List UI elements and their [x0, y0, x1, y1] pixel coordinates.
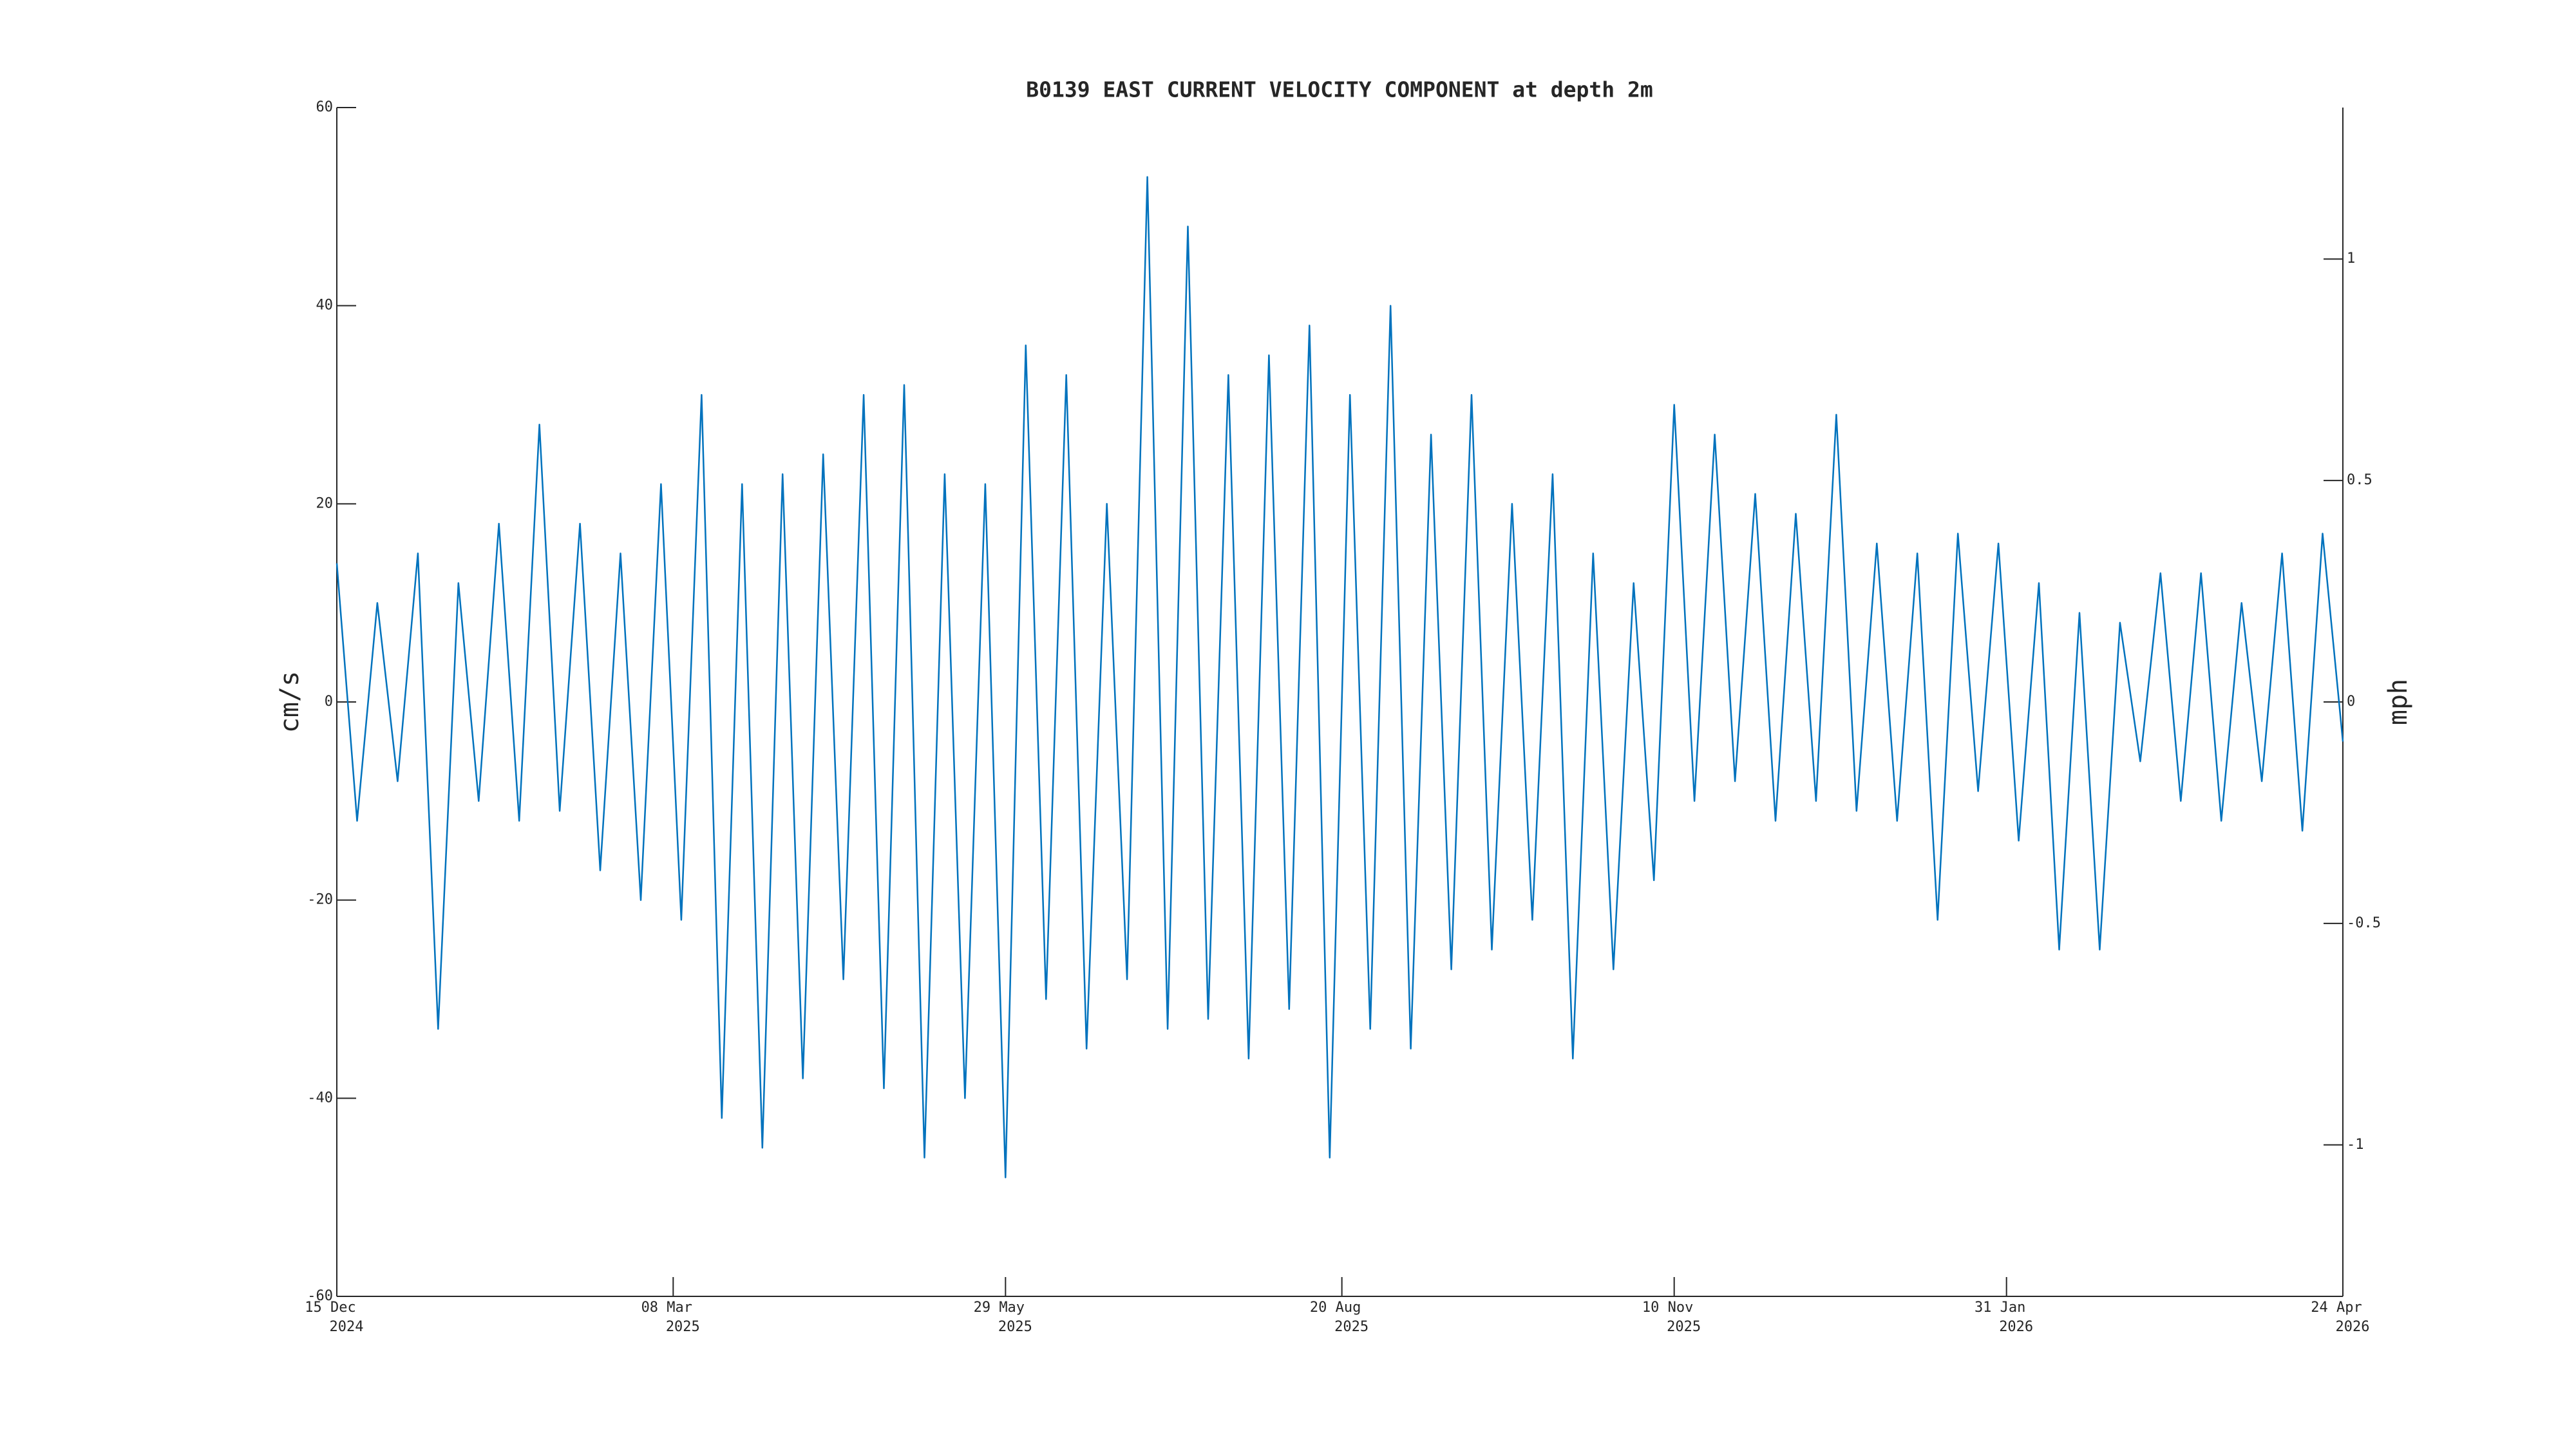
- y-axis-label: cm/s: [275, 671, 305, 733]
- x-tick-label: 31 Jan: [1975, 1300, 2025, 1316]
- y2-tick-label: -1: [2347, 1137, 2364, 1153]
- y-tick-label: 40: [316, 298, 334, 314]
- y2-axis-label: mph: [2383, 679, 2413, 725]
- y2-tick-label: 0.5: [2347, 472, 2372, 488]
- x-tick-label: 2026: [2336, 1319, 2370, 1335]
- x-tick-label: 24 Apr: [2311, 1300, 2362, 1316]
- x-tick-label: 2025: [998, 1319, 1032, 1335]
- x-tick-label: 2025: [1334, 1319, 1368, 1335]
- x-tick-label: 29 May: [974, 1300, 1025, 1316]
- chart-title: B0139 EAST CURRENT VELOCITY COMPONENT at…: [1026, 77, 1653, 102]
- y-tick-label: -40: [307, 1090, 333, 1106]
- x-tick-label: 2025: [666, 1319, 700, 1335]
- x-tick-label: 2026: [1999, 1319, 2033, 1335]
- y2-tick-label: -0.5: [2347, 915, 2381, 931]
- y-tick-label: -20: [307, 892, 333, 908]
- y2-tick-label: 0: [2347, 694, 2355, 710]
- x-tick-label: 15 Dec: [305, 1300, 355, 1316]
- x-tick-label: 10 Nov: [1642, 1300, 1693, 1316]
- x-tick-label: 2025: [1667, 1319, 1701, 1335]
- x-tick-label: 2024: [330, 1319, 364, 1335]
- x-tick-label: 20 Aug: [1310, 1300, 1361, 1316]
- data-line: [336, 176, 2344, 1179]
- y-tick-label: 0: [325, 694, 333, 710]
- y-tick-label: 60: [316, 99, 334, 115]
- y-tick-label: -60: [307, 1288, 333, 1304]
- y-tick-label: 20: [316, 495, 334, 511]
- y2-tick-label: 1: [2347, 251, 2355, 267]
- x-tick-label: 08 Mar: [641, 1300, 692, 1316]
